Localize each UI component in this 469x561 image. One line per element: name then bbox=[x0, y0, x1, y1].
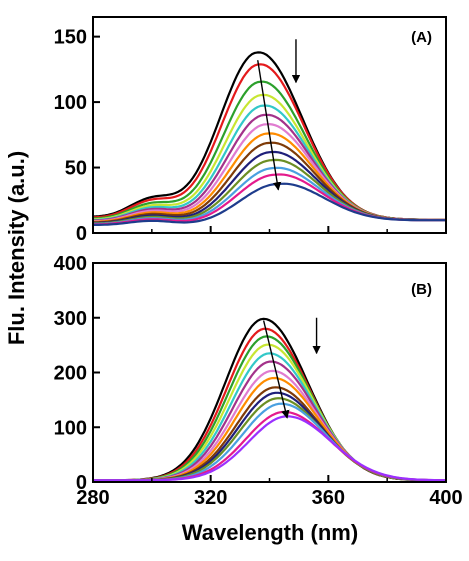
panel-b-label: (B) bbox=[411, 281, 432, 298]
x-tick-label: 280 bbox=[76, 487, 109, 509]
peak-shift-arrow bbox=[262, 320, 290, 419]
x-tick-label: 400 bbox=[429, 487, 462, 509]
panel-a-axes: 0 50 100 150 bbox=[54, 16, 447, 245]
y-tick-label: 200 bbox=[54, 363, 87, 385]
spectrum-line bbox=[92, 327, 446, 482]
y-tick-label: 400 bbox=[54, 253, 87, 275]
y-tick-label: 300 bbox=[54, 308, 87, 330]
y-tick-label: 100 bbox=[54, 92, 87, 114]
panel-b-axes: 0 100 200 300 400 280 320 360 400 bbox=[54, 253, 463, 509]
x-tick-label: 360 bbox=[312, 487, 345, 509]
y-tick-label: 0 bbox=[76, 223, 87, 245]
spectrum-line bbox=[93, 397, 446, 482]
x-axis-title: Wavelength (nm) bbox=[182, 520, 358, 545]
panel-b: 0 100 200 300 400 280 320 360 400 (B) bbox=[54, 253, 463, 509]
peak-shift-arrow bbox=[257, 60, 282, 191]
spectrum-line bbox=[93, 343, 446, 482]
x-tick-label: 320 bbox=[194, 487, 227, 509]
plot-frame bbox=[92, 262, 447, 483]
y-tick-label: 0 bbox=[76, 472, 87, 494]
spectrum-line bbox=[93, 182, 446, 226]
spectrum-line bbox=[93, 391, 446, 482]
y-tick-label: 150 bbox=[54, 27, 87, 49]
panel-a: 0 50 100 150 (A) bbox=[54, 16, 447, 245]
y-tick-label: 50 bbox=[65, 158, 87, 180]
spectrum-line bbox=[93, 402, 446, 482]
spectrum-line bbox=[92, 104, 446, 221]
panel-a-label: (A) bbox=[411, 29, 432, 46]
panel-a-lines bbox=[92, 51, 447, 226]
spectrum-line bbox=[93, 415, 447, 482]
y-tick-label: 100 bbox=[54, 417, 87, 439]
panel-b-arrows bbox=[262, 317, 321, 419]
panel-a-arrows bbox=[257, 39, 301, 191]
y-axis-title: Flu. Intensity (a.u.) bbox=[4, 151, 29, 345]
